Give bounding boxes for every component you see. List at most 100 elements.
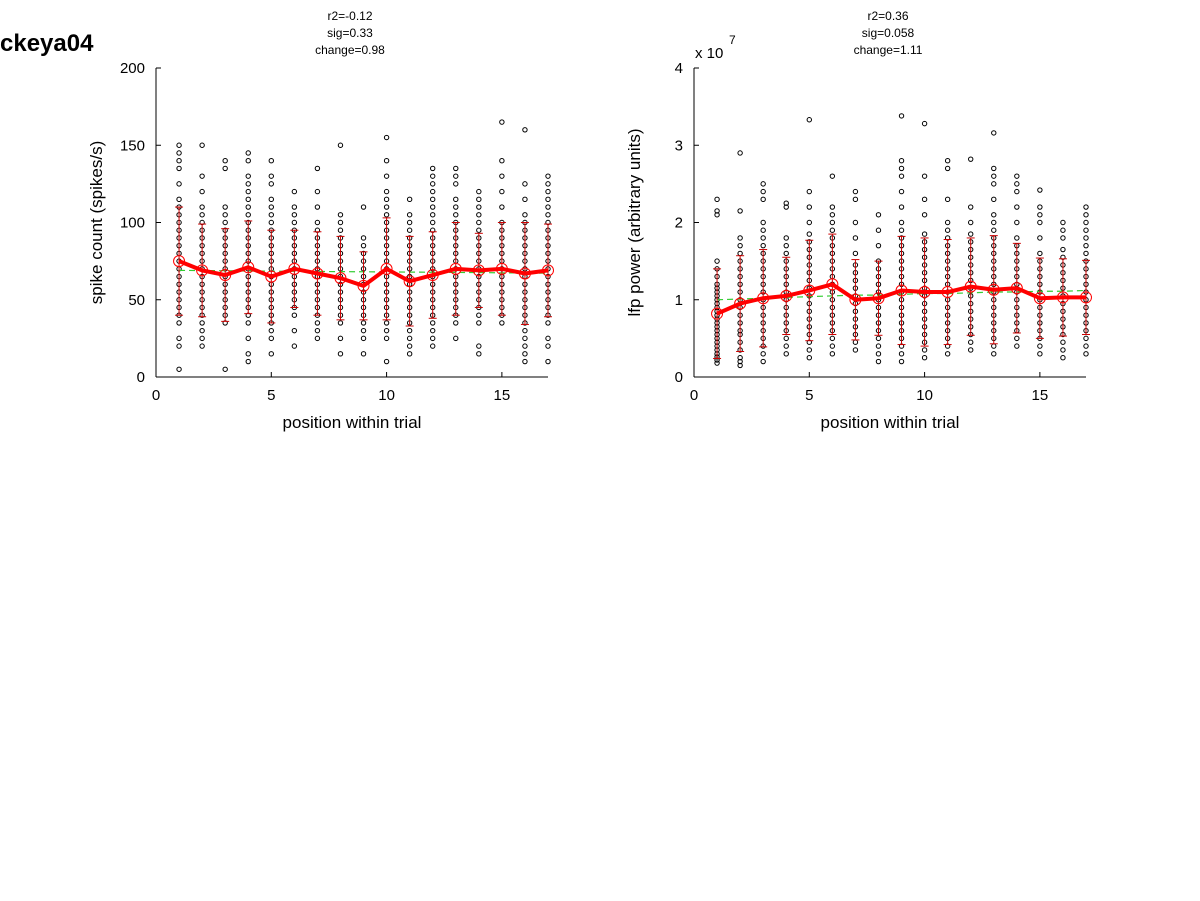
scatter-point xyxy=(737,235,743,241)
scatter-point xyxy=(829,219,836,226)
scatter-point xyxy=(898,358,905,365)
scatter-point xyxy=(430,335,436,342)
y-tick-label: 50 xyxy=(128,292,145,309)
scatter-point xyxy=(1037,212,1043,218)
scatter-point xyxy=(499,320,505,326)
scatter-point xyxy=(1060,246,1066,253)
scatter-point xyxy=(1060,235,1066,241)
scatter-point xyxy=(176,320,182,326)
scatter-point xyxy=(245,204,251,210)
stat-line: change=1.11 xyxy=(854,43,923,57)
scatter-point xyxy=(314,188,321,195)
scatter-point xyxy=(245,320,251,326)
scatter-point xyxy=(360,204,367,210)
mean-marker xyxy=(518,267,531,280)
scatter-point xyxy=(430,204,436,210)
scatter-point xyxy=(921,347,928,353)
scatter-point xyxy=(453,196,459,203)
mean-marker xyxy=(849,293,862,306)
scatter-point xyxy=(1014,219,1020,226)
mean-marker xyxy=(1056,291,1069,304)
scatter-point xyxy=(268,158,274,164)
stat-line: change=0.98 xyxy=(315,43,385,57)
scatter-point xyxy=(783,343,789,349)
y-tick-label: 150 xyxy=(120,137,145,154)
scatter-point xyxy=(545,181,551,187)
x-tick-label: 15 xyxy=(1032,387,1049,404)
scatter-point xyxy=(806,117,812,123)
scatter-point xyxy=(360,242,367,249)
scatter-point xyxy=(714,212,720,218)
scatter-point xyxy=(968,347,974,353)
scatter-point xyxy=(545,204,551,210)
scatter-point xyxy=(430,173,436,179)
scatter-point xyxy=(783,242,789,249)
scatter-point xyxy=(806,204,812,210)
scatter-point xyxy=(737,354,743,361)
scatter-point xyxy=(314,327,321,334)
scatter-point xyxy=(1083,204,1089,210)
scatter-point xyxy=(268,327,274,334)
y-axis-label: spike count (spikes/s) xyxy=(87,141,106,304)
scatter-point xyxy=(545,196,551,203)
mean-marker xyxy=(380,262,393,275)
scatter-point xyxy=(314,219,321,226)
scatter-point xyxy=(760,242,766,249)
scatter-point xyxy=(1037,219,1043,226)
x-axis-label: position within trial xyxy=(821,413,960,432)
scatter-point xyxy=(453,335,459,342)
scatter-point xyxy=(760,351,766,357)
scatter-point xyxy=(222,204,228,210)
scatter-point xyxy=(829,212,836,218)
scatter-point xyxy=(268,212,274,218)
scatter-point xyxy=(499,173,505,179)
mean-marker xyxy=(918,286,931,299)
scatter-point xyxy=(430,219,436,226)
scatter-point xyxy=(875,227,882,233)
scatter-point xyxy=(268,335,274,342)
mean-marker xyxy=(826,278,839,291)
scatter-point xyxy=(760,196,766,203)
scatter-point xyxy=(337,335,344,342)
scatter-point xyxy=(383,173,390,179)
y-tick-label: 0 xyxy=(137,369,145,386)
mean-marker xyxy=(403,275,416,288)
scatter-point xyxy=(522,343,528,349)
scatter-point xyxy=(545,343,551,349)
scatter-point xyxy=(222,366,228,372)
scatter-point xyxy=(545,358,551,365)
scatter-point xyxy=(760,181,766,187)
scatter-point xyxy=(176,343,182,349)
scatter-point xyxy=(1083,335,1089,342)
scatter-point xyxy=(714,360,720,366)
mean-marker xyxy=(1010,282,1023,295)
scatter-point xyxy=(852,250,859,257)
scatter-point xyxy=(453,212,459,218)
mean-marker xyxy=(357,279,370,292)
scatter-point xyxy=(1083,235,1089,241)
scatter-point xyxy=(898,113,905,119)
mean-marker xyxy=(196,264,209,277)
scatter-point xyxy=(783,351,789,357)
scatter-point xyxy=(453,165,459,172)
scatter-point xyxy=(199,173,205,179)
scatter-point xyxy=(921,354,928,361)
scatter-point xyxy=(1083,351,1089,357)
mean-marker xyxy=(449,262,462,275)
x-tick-label: 5 xyxy=(267,387,275,404)
scatter-point xyxy=(1083,250,1089,257)
scatter-point xyxy=(714,196,720,203)
mean-marker xyxy=(495,262,508,275)
y-tick-label: 1 xyxy=(675,292,683,309)
scatter-point xyxy=(944,219,951,226)
stat-line: sig=0.33 xyxy=(327,26,373,40)
scatter-point xyxy=(921,231,928,237)
scatter-point xyxy=(176,181,182,187)
scatter-point xyxy=(337,219,344,226)
scatter-point xyxy=(430,181,436,187)
scatter-point xyxy=(968,156,974,162)
scatter-point xyxy=(898,165,905,172)
y-exponent-label: x 10 xyxy=(695,45,723,62)
scatter-point xyxy=(383,196,390,203)
mean-marker xyxy=(757,292,770,305)
